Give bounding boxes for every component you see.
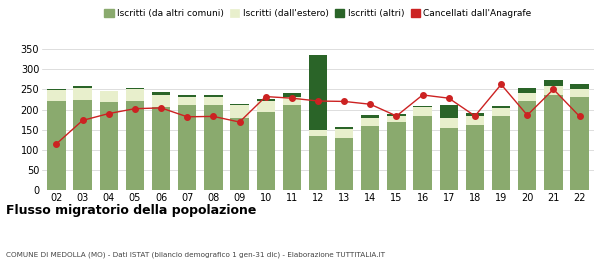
Bar [571,97,589,190]
Bar [440,106,458,118]
Bar [335,127,353,129]
Bar [361,126,379,190]
Bar [466,116,484,125]
Bar [361,118,379,126]
Bar [309,55,327,130]
Bar [204,106,223,190]
Bar [204,97,223,106]
Bar [126,101,144,190]
Bar [571,89,589,97]
Bar [518,88,536,93]
Bar [73,100,92,190]
Bar [283,92,301,97]
Bar [544,95,563,190]
Bar [47,101,65,190]
Bar [544,80,563,87]
Bar [230,118,248,190]
Bar [309,136,327,190]
Bar [440,128,458,190]
Bar [492,116,510,190]
Bar [73,86,92,88]
Bar [544,87,563,95]
Bar [204,95,223,97]
Bar [126,88,144,89]
Bar [413,106,432,107]
Bar [257,99,275,101]
Bar [440,118,458,128]
Bar [492,106,510,108]
Bar [361,115,379,118]
Bar [518,93,536,101]
Bar [335,138,353,190]
Bar [283,106,301,190]
Bar [100,91,118,102]
Bar [152,95,170,108]
Bar [466,113,484,116]
Bar [309,130,327,136]
Bar [178,95,196,97]
Bar [47,89,65,90]
Text: COMUNE DI MEDOLLA (MO) - Dati ISTAT (bilancio demografico 1 gen-31 dic) - Elabor: COMUNE DI MEDOLLA (MO) - Dati ISTAT (bil… [6,252,385,258]
Bar [466,125,484,190]
Bar [571,85,589,89]
Bar [152,92,170,95]
Bar [100,102,118,190]
Legend: Iscritti (da altri comuni), Iscritti (dall'estero), Iscritti (altri), Cancellati: Iscritti (da altri comuni), Iscritti (da… [101,6,535,22]
Bar [388,122,406,190]
Bar [178,106,196,190]
Bar [100,90,118,91]
Text: Flusso migratorio della popolazione: Flusso migratorio della popolazione [6,204,256,217]
Bar [126,89,144,101]
Bar [230,106,248,118]
Bar [257,111,275,190]
Bar [388,116,406,122]
Bar [73,88,92,100]
Bar [47,90,65,101]
Bar [335,129,353,138]
Bar [413,116,432,190]
Bar [413,107,432,116]
Bar [518,101,536,190]
Bar [492,108,510,116]
Bar [257,101,275,111]
Bar [283,97,301,106]
Bar [178,97,196,106]
Bar [152,108,170,190]
Bar [230,104,248,106]
Bar [388,114,406,116]
